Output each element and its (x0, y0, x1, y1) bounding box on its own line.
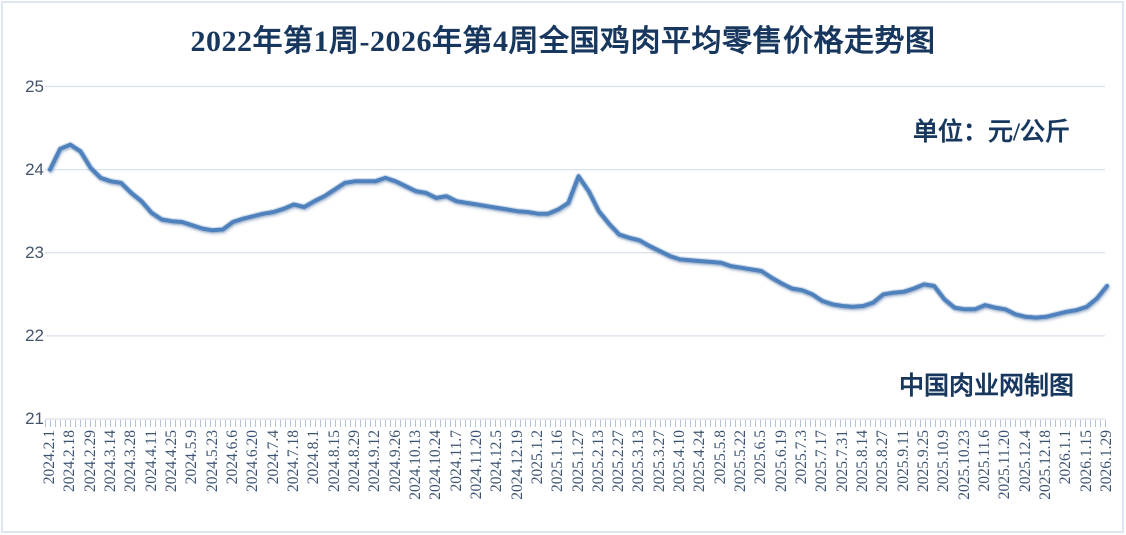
x-axis-tick-label: 2025.11.20 (996, 430, 1014, 500)
price-line (48, 142, 1109, 320)
x-axis-tick-label: 2025.8.14 (854, 430, 872, 492)
x-axis-tick-label: 2024.6.6 (223, 430, 241, 485)
x-axis-tick-label: 2025.10.9 (935, 430, 953, 492)
x-axis-tick-label: 2025.8.27 (874, 430, 892, 492)
y-axis-tick-label: 21 (25, 409, 44, 428)
x-axis-tick-label: 2024.11.7 (447, 430, 465, 492)
x-axis-tick-marks (45, 420, 1106, 427)
x-axis-tick-label: 2025.5.8 (711, 430, 729, 485)
x-axis-tick-label: 2024.5.23 (203, 430, 221, 492)
x-axis-tick-label: 2024.7.18 (284, 430, 302, 492)
x-axis-tick-label: 2025.7.17 (813, 430, 831, 492)
x-axis-tick-label: 2024.4.11 (142, 430, 160, 492)
x-axis-tick-label: 2024.2.29 (81, 430, 99, 492)
x-axis-tick-label: 2024.3.14 (101, 430, 119, 492)
unit-label: 单位：元/公斤 (913, 119, 1070, 146)
x-axis-tick-label: 2026.1.1 (1057, 430, 1075, 485)
x-axis-tick-label: 2025.7.3 (793, 430, 811, 485)
y-axis-tick-label: 23 (25, 242, 44, 262)
x-axis-tick-label: 2025.4.24 (691, 430, 709, 492)
x-axis-tick-label: 2025.5.22 (732, 430, 750, 492)
x-axis-tick-label: 2025.3.13 (630, 430, 648, 492)
y-axis-tick-label: 22 (25, 325, 44, 345)
x-axis-tick-label: 2024.12.5 (488, 430, 506, 492)
x-axis-tick-label: 2025.9.11 (894, 430, 912, 492)
x-axis-tick-label: 2024.8.15 (325, 430, 343, 492)
x-axis-tick-label: 2024.7.4 (264, 430, 282, 485)
x-axis-tick-label: 2024.10.24 (427, 430, 445, 500)
x-axis-tick-label: 2025.4.10 (671, 430, 689, 492)
x-axis-tick-label: 2025.1.27 (569, 430, 587, 492)
x-axis-tick-label: 2025.2.13 (589, 430, 607, 492)
x-axis-tick-label: 2024.8.1 (305, 430, 323, 485)
x-axis-tick-label: 2024.6.20 (244, 430, 262, 492)
x-axis-tick-label: 2025.9.25 (915, 430, 933, 492)
x-axis-tick-label: 2024.11.20 (467, 430, 485, 500)
chart-title: 2022年第1周-2026年第4周全国鸡肉平均零售价格走势图 (190, 25, 936, 58)
x-axis-tick-label: 2025.1.16 (549, 430, 567, 492)
x-axis-tick-label: 2024.8.29 (345, 430, 363, 492)
x-axis-tick-label: 2025.11.6 (976, 430, 994, 492)
x-axis-tick-label: 2025.1.2 (528, 430, 546, 485)
x-axis-tick-label: 2024.2.1 (41, 430, 58, 485)
x-axis-tick-label: 2025.12.18 (1037, 430, 1055, 500)
x-axis-tick-label: 2026.1.29 (1098, 430, 1115, 492)
x-axis-tick-label: 2025.7.31 (833, 430, 851, 492)
x-axis-tick-label: 2024.5.9 (183, 430, 201, 485)
x-axis-tick-label: 2025.12.4 (1016, 430, 1034, 492)
x-axis-tick-label: 2025.6.5 (752, 430, 770, 485)
x-axis-tick-label: 2025.6.19 (772, 430, 790, 492)
y-axis-tick-label: 25 (25, 76, 44, 96)
x-axis-tick-label: 2024.9.12 (366, 430, 384, 492)
x-axis-tick-label: 2025.10.23 (955, 430, 973, 500)
y-axis-tick-label: 24 (25, 159, 44, 179)
x-axis-tick-label: 2025.2.27 (610, 430, 628, 492)
x-axis-tick-label: 2024.10.13 (406, 430, 424, 500)
x-axis-tick-label: 2025.3.27 (650, 430, 668, 492)
x-axis-tick-label: 2024.9.26 (386, 430, 404, 492)
x-axis-tick-label: 2024.12.19 (508, 430, 526, 500)
x-axis-tick-label: 2024.4.25 (162, 430, 180, 492)
x-axis-tick-label: 2026.1.15 (1077, 430, 1095, 492)
x-axis-tick-label: 2024.2.18 (61, 430, 79, 492)
x-axis-tick-label: 2024.3.28 (122, 430, 140, 492)
watermark-credit: 中国肉业网制图 (898, 373, 1074, 400)
